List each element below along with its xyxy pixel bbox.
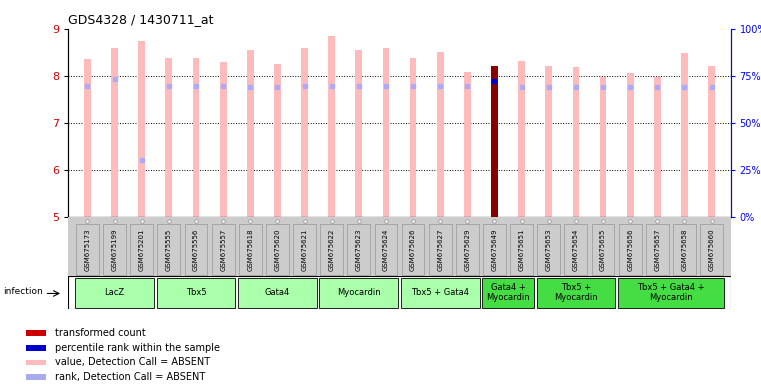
Text: Gata4: Gata4 [265, 288, 290, 297]
Bar [157, 278, 235, 308]
Bar [247, 50, 253, 217]
Bar [75, 278, 154, 308]
Bar [27, 374, 46, 380]
Text: GSM675651: GSM675651 [519, 228, 524, 271]
Bar [618, 278, 724, 308]
Bar [239, 224, 262, 275]
Bar [212, 224, 234, 275]
Bar [383, 48, 390, 217]
Bar [103, 224, 126, 275]
Bar [320, 278, 398, 308]
Text: Tbx5 +
Myocardin: Tbx5 + Myocardin [554, 283, 597, 302]
Text: GSM675621: GSM675621 [301, 228, 307, 271]
Bar [84, 60, 91, 217]
Bar [293, 224, 316, 275]
Bar [510, 224, 533, 275]
Bar [518, 61, 525, 217]
Text: GSM675557: GSM675557 [220, 228, 226, 271]
Text: Myocardin: Myocardin [337, 288, 380, 297]
Bar [537, 224, 560, 275]
Text: GSM675657: GSM675657 [654, 228, 661, 271]
Text: Tbx5: Tbx5 [186, 288, 206, 297]
Bar [483, 224, 506, 275]
Bar [220, 62, 227, 217]
Text: LacZ: LacZ [104, 288, 125, 297]
Text: value, Detection Call = ABSENT: value, Detection Call = ABSENT [55, 358, 210, 367]
Text: GSM675627: GSM675627 [438, 228, 443, 271]
Bar [27, 359, 46, 365]
Bar [409, 58, 416, 217]
Text: GSM675649: GSM675649 [492, 228, 498, 271]
Text: GSM675620: GSM675620 [275, 228, 280, 271]
Text: GSM675201: GSM675201 [139, 228, 145, 271]
Bar [266, 224, 289, 275]
Bar [185, 224, 208, 275]
Bar [301, 48, 308, 217]
Bar [464, 72, 471, 217]
Text: GSM675199: GSM675199 [112, 228, 118, 271]
Text: GSM675629: GSM675629 [464, 228, 470, 271]
Text: GSM675623: GSM675623 [356, 228, 361, 271]
Bar [491, 66, 498, 217]
Text: GSM675555: GSM675555 [166, 228, 172, 271]
Bar [238, 278, 317, 308]
Text: GDS4328 / 1430711_at: GDS4328 / 1430711_at [68, 13, 214, 26]
Text: GSM675655: GSM675655 [600, 228, 606, 271]
Bar [700, 224, 723, 275]
Bar [193, 58, 199, 217]
Text: Tbx5 + Gata4 +
Myocardin: Tbx5 + Gata4 + Myocardin [637, 283, 705, 302]
Bar [130, 224, 153, 275]
Bar [111, 48, 118, 217]
Bar [437, 52, 444, 217]
Bar [76, 224, 99, 275]
Bar [401, 278, 479, 308]
Bar [482, 278, 533, 308]
Text: percentile rank within the sample: percentile rank within the sample [55, 343, 220, 353]
Bar [348, 224, 370, 275]
Text: GSM675622: GSM675622 [329, 228, 335, 271]
Text: GSM675626: GSM675626 [410, 228, 416, 271]
Bar [374, 224, 397, 275]
Text: GSM675173: GSM675173 [84, 228, 91, 271]
Bar [654, 77, 661, 217]
Text: GSM675624: GSM675624 [383, 228, 389, 271]
Text: GSM675654: GSM675654 [573, 228, 579, 271]
Bar [320, 224, 343, 275]
Text: GSM675660: GSM675660 [708, 228, 715, 271]
Bar [328, 36, 335, 217]
Text: infection: infection [4, 287, 43, 296]
Text: Gata4 +
Myocardin: Gata4 + Myocardin [486, 283, 530, 302]
Bar [546, 66, 552, 217]
Bar [139, 41, 145, 217]
Bar [27, 345, 46, 351]
Bar [646, 224, 669, 275]
Bar [158, 224, 180, 275]
Bar [456, 224, 479, 275]
Bar [708, 66, 715, 217]
Bar [600, 77, 607, 217]
Bar [165, 58, 172, 217]
Bar [627, 73, 634, 217]
Bar [565, 224, 587, 275]
Bar [591, 224, 614, 275]
Text: GSM675658: GSM675658 [681, 228, 687, 271]
Bar [681, 53, 688, 217]
Bar [619, 224, 642, 275]
Text: GSM675618: GSM675618 [247, 228, 253, 271]
Bar [274, 64, 281, 217]
Text: GSM675656: GSM675656 [627, 228, 633, 271]
Bar [673, 224, 696, 275]
Text: transformed count: transformed count [55, 328, 146, 338]
Bar [537, 278, 615, 308]
Bar [429, 224, 451, 275]
Bar [355, 50, 362, 217]
Bar [572, 67, 579, 217]
Text: GSM675556: GSM675556 [193, 228, 199, 271]
Bar [402, 224, 425, 275]
Text: Tbx5 + Gata4: Tbx5 + Gata4 [411, 288, 470, 297]
Text: rank, Detection Call = ABSENT: rank, Detection Call = ABSENT [55, 372, 205, 382]
Bar [27, 330, 46, 336]
Text: GSM675653: GSM675653 [546, 228, 552, 271]
